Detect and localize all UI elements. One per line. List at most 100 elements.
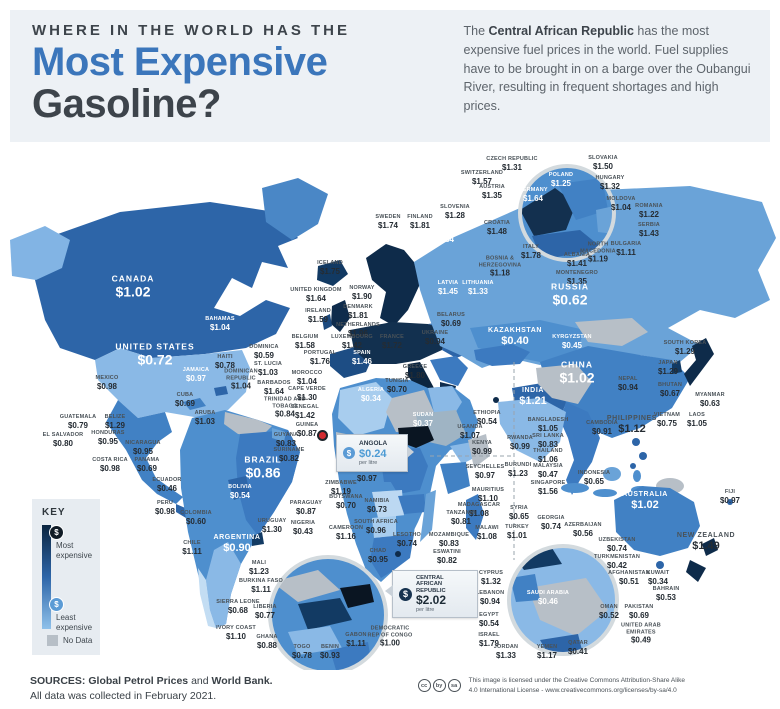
country-label-cuba: CUBA $0.69 [174,391,196,408]
country-label-lesotho: LESOTHO $0.74 [393,531,421,548]
country-label-peru: PERU $0.98 [154,499,176,516]
country-label-south-korea: SOUTH KOREA $1.29 [663,339,707,356]
desc-post: has the most expensive fuel prices in th… [463,24,751,113]
cc-icon: cc [417,679,431,693]
country-label-namibia: NAMIBIA $0.73 [364,497,390,514]
country-label-italy: ITALY $1.78 [520,243,542,260]
country-label-bahrain: BAHRAIN $0.53 [652,585,680,602]
country-label-democratic-rep-of-congo: DEMOCRATIC REP OF CONGO $1.00 [367,625,413,648]
country-label-egypt: EGYPT $0.54 [478,611,500,628]
country-label-bulgaria: BULGARIA $1.11 [610,240,642,257]
country-label-botswana: BOTSWANA $0.70 [329,493,363,510]
key-least-label: Least expensive [56,613,93,632]
country-label-sierra-leone: SIERRA LEONE $0.68 [216,598,260,615]
kicker-bold: WORLD [184,22,256,39]
country-label-kuwait: KUWAIT $0.34 [646,569,670,586]
africa-magnifier-circle [268,555,388,670]
map-key: KEY $ Most expensive $ Least expensive N… [32,499,100,655]
creative-commons-icons: cc by sa [417,679,463,693]
kicker-post: HAS THE [256,22,351,39]
license-line-2: 4.0 International License - www.creative… [468,686,677,694]
country-label-france: FRANCE $1.72 [379,333,405,350]
country-label-cyprus: CYPRUS $1.32 [478,569,504,586]
sources-joiner: and [191,675,209,687]
country-label-yemen: YEMEN $1.17 [536,643,558,660]
country-label-honduras: HONDURAS $0.95 [91,429,125,446]
cc-by-icon: by [432,679,446,693]
country-label-north-macedonia: NORTH MACEDONIA $1.19 [580,241,616,264]
angola-callout-name: ANGOLA [359,440,388,448]
country-label-ecuador: ECUADOR $0.46 [152,476,182,493]
country-label-lebanon: LEBANON $0.94 [475,589,505,606]
country-label-montenegro: MONTENEGRO $1.35 [555,269,599,286]
country-label-trinidad-and-tobago: TRINIDAD AND TOBAGO $0.84 [264,396,306,419]
country-label-colombia: COLOMBIA $0.60 [180,509,212,526]
country-label-sri-lanka: SRI LANKA $0.83 [532,432,564,449]
country-label-burundi: BURUNDI $1.23 [504,461,532,478]
country-label-vietnam: VIETNAM $0.75 [653,411,681,428]
country-label-aruba: ARUBA $1.03 [194,409,216,426]
page-title-line2: Gasoline? [32,82,221,126]
country-label-ethiopia: ETHIOPIA $0.54 [473,409,501,426]
world-map [10,164,776,670]
country-label-guinea: GUINEA $0.87 [295,421,319,438]
country-label-uruguay: URUGUAY $1.30 [257,517,287,534]
angola-callout-price: $0.24 [359,447,387,460]
country-label-panama: PANAMA $0.69 [134,456,160,473]
country-label-indonesia: INDONESIA $0.65 [577,469,611,486]
key-no-data-row: No Data [42,635,92,646]
key-most-label: Most expensive [56,541,93,560]
country-label-united-states: UNITED STATES $0.72 [115,341,195,368]
country-label-qatar: QATAR $0.41 [567,639,589,656]
header: WHERE IN THE WORLD HAS THE Most Expensiv… [10,10,770,142]
country-label-greece: GREECE $1.80 [402,363,428,380]
country-label-lithuania: LITHUANIA $1.33 [462,279,494,296]
world-map-area: CANADA $1.02 UNITED STATES $0.72 MEXICO $0.98… [0,150,780,670]
country-label-azerbaijan: AZERBAIJAN $0.56 [564,521,602,538]
country-label-senegal: SENEGAL $1.42 [291,403,319,420]
country-label-gabon: GABON $1.11 [345,631,367,648]
country-label-bhutan: BHUTAN $0.67 [657,381,682,398]
country-label-ivory-coast: IVORY COAST $1.10 [216,624,256,641]
country-label-zimbabwe: ZIMBABWE $1.19 [325,479,357,496]
country-label-benin: BENIN $0.93 [319,643,341,660]
country-label-thailand: THAILAND $1.06 [533,447,563,464]
country-label-georgia: GEORGIA $0.74 [537,514,565,531]
country-label-barbados: BARBADOS $1.64 [257,379,291,396]
car-callout-unit: per litre [416,607,435,614]
country-label-belize: BELIZE $1.29 [104,413,126,430]
country-label-saudi-arabia: SAUDI ARABIA $0.46 [526,589,570,606]
country-label-eswatini: ESWATINI $0.82 [433,548,461,565]
country-label-south-africa: SOUTH AFRICA $0.96 [354,518,398,535]
country-label-new-zealand: NEW ZEALAND $1.49 [676,532,736,553]
landmass-oceania [614,486,733,582]
central-african-republic-callout: $ CENTRAL AFRICAN REPUBLIC $2.02 per lit… [385,570,478,618]
country-label-brazil: BRAZIL $0.86 [244,454,282,481]
country-label-liberia: LIBERIA $0.77 [253,603,277,620]
country-label-mexico: MEXICO $0.98 [95,374,119,391]
kicker-pre: WHERE IN THE [32,22,185,39]
country-label-finland: FINLAND $1.81 [407,213,433,230]
car-callout-price: $2.02 [416,592,447,607]
license-line-1: This image is licensed under the Creativ… [468,677,686,684]
country-label-guyana: GUYANA $0.83 [273,431,299,448]
country-label-philippines: PHILIPPINES $1.12 [606,415,658,436]
country-label-netherlands: NETHERLANDS $1.96 [336,321,380,338]
country-label-russia: RUSSIA $0.62 [550,281,590,308]
country-label-turkey: TURKEY $1.01 [505,523,529,540]
country-label-ireland: IRELAND $1.59 [305,307,331,324]
angola-callout: $ ANGOLA $0.24 per litre [336,434,414,472]
country-label-slovenia: SLOVENIA $1.28 [440,203,470,220]
desc-pre: The [463,24,489,38]
country-label-bahamas: BAHAMAS $1.04 [205,315,235,332]
europe-magnifier-circle [518,164,616,262]
country-label-seychelles: SEYCHELLES $0.97 [465,463,505,480]
country-label-china: CHINA $1.02 [559,359,595,386]
license-block: cc by sa This image is licensed under th… [417,676,686,696]
country-label-dominica: DOMINICA $0.59 [249,343,279,360]
sources-label: SOURCES: [30,675,86,687]
landmass-south-america [180,410,300,628]
country-label-uzbekistan: UZBEKISTAN $0.74 [598,536,636,553]
country-label-iceland: ICELAND $1.75 [317,259,343,276]
